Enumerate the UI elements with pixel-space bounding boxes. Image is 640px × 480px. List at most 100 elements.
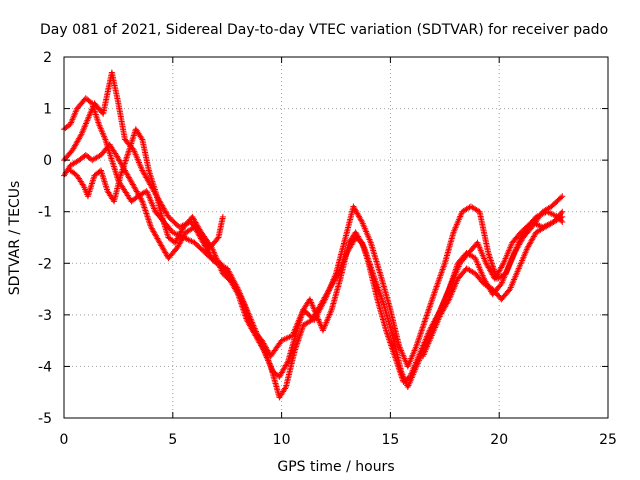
data-point-marker bbox=[421, 320, 427, 326]
data-point-marker bbox=[87, 187, 93, 193]
data-point-marker bbox=[427, 303, 433, 309]
data-point-marker bbox=[89, 179, 95, 185]
data-point-marker bbox=[415, 338, 421, 344]
data-point-marker bbox=[418, 329, 424, 335]
y-tick-label: 0 bbox=[43, 153, 52, 169]
data-point-marker bbox=[108, 156, 114, 162]
x-tick-label: 10 bbox=[273, 432, 291, 448]
data-point-marker bbox=[101, 175, 107, 181]
data-point-marker bbox=[416, 335, 422, 341]
y-tick-label: -1 bbox=[38, 205, 52, 221]
data-point-marker bbox=[420, 323, 426, 329]
data-point-marker bbox=[99, 172, 105, 178]
data-point-marker bbox=[90, 177, 96, 183]
data-point-marker bbox=[112, 168, 118, 174]
y-tick-label: -4 bbox=[38, 359, 52, 375]
data-point-marker bbox=[123, 156, 129, 162]
data-point-marker bbox=[88, 182, 94, 188]
data-point-marker bbox=[109, 157, 115, 163]
data-point-marker bbox=[487, 256, 493, 262]
data-point-marker bbox=[94, 116, 100, 122]
data-point-marker bbox=[417, 334, 423, 340]
data-point-marker bbox=[142, 208, 148, 214]
data-point-marker bbox=[417, 332, 423, 338]
data-point-marker bbox=[418, 331, 424, 337]
data-point-marker bbox=[416, 337, 422, 343]
data-point-marker bbox=[110, 160, 116, 166]
axis-ticks bbox=[64, 57, 608, 418]
y-tick-label: -3 bbox=[38, 308, 52, 324]
data-point-marker bbox=[144, 212, 150, 218]
data-series bbox=[61, 69, 565, 400]
data-point-marker bbox=[100, 174, 106, 180]
data-point-marker bbox=[145, 217, 151, 223]
y-tick-label: -2 bbox=[38, 256, 52, 272]
data-point-marker bbox=[430, 294, 436, 300]
data-point-marker bbox=[141, 203, 147, 209]
data-point-marker bbox=[142, 206, 148, 212]
x-tick-label: 25 bbox=[599, 432, 617, 448]
data-point-marker bbox=[102, 179, 108, 185]
data-point-marker bbox=[110, 162, 116, 168]
data-point-marker bbox=[126, 148, 132, 154]
data-point-marker bbox=[89, 181, 95, 187]
data-point-marker bbox=[429, 297, 435, 303]
data-point-marker bbox=[144, 214, 150, 220]
sdtvar-chart: Day 081 of 2021, Sidereal Day-to-day VTE… bbox=[0, 0, 640, 480]
data-point-marker bbox=[124, 153, 130, 159]
x-tick-label: 5 bbox=[168, 432, 177, 448]
data-point-marker bbox=[111, 165, 117, 171]
data-point-marker bbox=[108, 154, 114, 160]
data-point-marker bbox=[147, 220, 153, 226]
data-point-marker bbox=[422, 317, 428, 323]
data-point-marker bbox=[130, 134, 136, 140]
plot-frame bbox=[64, 57, 608, 418]
data-point-marker bbox=[486, 251, 492, 257]
data-point-marker bbox=[419, 328, 425, 334]
data-point-marker bbox=[424, 311, 430, 317]
x-tick-label: 20 bbox=[490, 432, 508, 448]
data-point-marker bbox=[425, 308, 431, 314]
grid-lines bbox=[64, 57, 608, 418]
data-point-marker bbox=[94, 115, 100, 121]
data-point-marker bbox=[488, 259, 494, 265]
data-point-marker bbox=[123, 157, 129, 163]
data-point-marker bbox=[424, 312, 430, 318]
y-tick-label: 2 bbox=[43, 50, 52, 66]
data-point-marker bbox=[87, 185, 93, 191]
data-point-marker bbox=[101, 177, 107, 183]
data-point-marker bbox=[103, 183, 109, 189]
data-point-marker bbox=[425, 309, 431, 315]
data-point-marker bbox=[426, 305, 432, 311]
data-point-marker bbox=[124, 154, 130, 160]
data-point-marker bbox=[486, 253, 492, 259]
data-point-marker bbox=[429, 296, 435, 302]
data-point-marker bbox=[428, 299, 434, 305]
data-point-marker bbox=[113, 170, 119, 176]
data-point-marker bbox=[125, 150, 131, 156]
x-tick-label: 15 bbox=[381, 432, 399, 448]
tick-labels: 0510152025-5-4-3-2-1012 bbox=[38, 50, 617, 448]
data-point-marker bbox=[428, 300, 434, 306]
x-tick-label: 0 bbox=[60, 432, 69, 448]
y-axis-label: SDTVAR / TECUs bbox=[7, 181, 23, 296]
data-point-marker bbox=[146, 218, 152, 224]
data-point-marker bbox=[421, 322, 427, 328]
data-point-marker bbox=[423, 315, 429, 321]
data-point-marker bbox=[93, 113, 99, 119]
data-point-marker bbox=[143, 209, 149, 215]
data-point-marker bbox=[122, 159, 128, 165]
data-point-marker bbox=[129, 137, 135, 143]
chart-title: Day 081 of 2021, Sidereal Day-to-day VTE… bbox=[40, 22, 608, 38]
data-point-marker bbox=[103, 182, 109, 188]
data-point-marker bbox=[112, 167, 118, 173]
data-point-marker bbox=[88, 184, 94, 190]
series-track-e bbox=[420, 209, 565, 359]
data-point-marker bbox=[111, 163, 117, 169]
data-point-marker bbox=[145, 215, 151, 221]
data-point-marker bbox=[220, 214, 226, 220]
data-point-marker bbox=[125, 151, 131, 157]
data-point-marker bbox=[109, 159, 115, 165]
y-tick-label: -5 bbox=[38, 411, 52, 427]
data-point-marker bbox=[419, 326, 425, 332]
